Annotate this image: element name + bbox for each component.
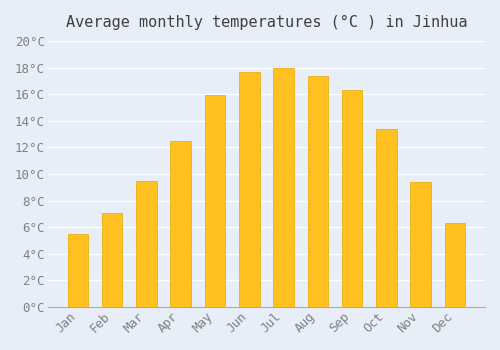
Bar [410, 182, 431, 307]
Bar [204, 96, 226, 307]
Bar [273, 68, 294, 307]
Bar [444, 223, 465, 307]
Bar [376, 129, 396, 307]
Bar [308, 76, 328, 307]
Title: Average monthly temperatures (°C ) in Jinhua: Average monthly temperatures (°C ) in Ji… [66, 15, 467, 30]
Bar [102, 212, 122, 307]
Bar [68, 234, 88, 307]
Bar [170, 141, 191, 307]
Bar [342, 90, 362, 307]
Bar [239, 71, 260, 307]
Bar [136, 181, 156, 307]
